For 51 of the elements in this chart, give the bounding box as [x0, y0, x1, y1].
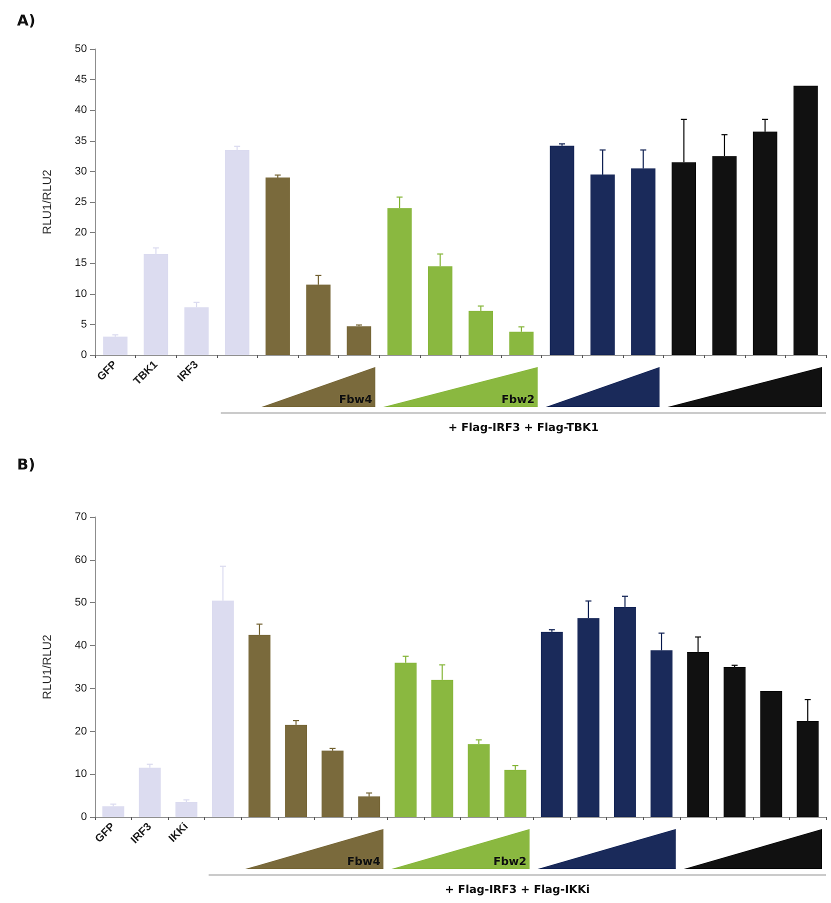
- y-tick-label: 30: [74, 165, 87, 178]
- y-tick-label: 40: [74, 104, 87, 116]
- text: Fbw2: [493, 855, 527, 868]
- y-tick-label: 70: [74, 511, 87, 523]
- bar: [346, 326, 372, 355]
- y-tick-label: 60: [74, 554, 87, 566]
- bar: [724, 667, 746, 817]
- y-tick-label: 35: [74, 134, 87, 147]
- bar: [175, 802, 198, 817]
- y-tick-label: 25: [74, 196, 87, 208]
- bar: [138, 768, 161, 817]
- y-tick-label: 20: [74, 226, 87, 239]
- bar: [224, 150, 250, 355]
- text: Fbw4: [347, 855, 381, 868]
- bar: [102, 806, 124, 817]
- y-tick-label: 15: [74, 257, 87, 270]
- y-tick-label: 0: [80, 349, 87, 361]
- y-tick-label: 20: [74, 725, 87, 738]
- y-tick-label: 10: [74, 768, 87, 780]
- y-tick-label: 10: [74, 288, 87, 300]
- bar: [540, 632, 563, 817]
- x-tick-label: GFP: [95, 358, 120, 384]
- y-axis-title: RLU1/RLU2: [40, 169, 54, 234]
- text: Fbw4: [339, 393, 373, 406]
- chart-title: B): [17, 456, 36, 474]
- bar: [468, 744, 490, 817]
- bar: [468, 310, 493, 355]
- bar: [358, 796, 380, 817]
- bar: [184, 307, 209, 355]
- bar: [760, 691, 782, 817]
- bar: [266, 178, 290, 355]
- text: Fbw2: [502, 393, 535, 406]
- x-axis-title: + Flag-IRF3 + Flag-TBK1: [448, 421, 599, 434]
- x-axis-title: + Flag-IRF3 + Flag-IKKi: [444, 883, 590, 896]
- y-tick-label: 0: [80, 811, 87, 823]
- y-tick-label: 5: [80, 318, 87, 330]
- bar: [285, 724, 307, 817]
- y-tick-label: 50: [74, 43, 87, 55]
- y-tick-label: 50: [74, 596, 87, 609]
- bar: [103, 336, 128, 355]
- bar: [509, 332, 534, 355]
- y-tick-label: 30: [74, 682, 87, 694]
- y-axis-title: RLU1/RLU2: [40, 634, 54, 700]
- chart-title: A): [17, 12, 36, 30]
- y-tick-label: 40: [74, 640, 87, 652]
- y-tick-label: 45: [74, 74, 87, 86]
- x-tick-label: GFP: [93, 820, 118, 846]
- bar: [794, 86, 818, 355]
- bar: [504, 770, 526, 817]
- bar: [322, 750, 344, 817]
- bar: [550, 146, 574, 355]
